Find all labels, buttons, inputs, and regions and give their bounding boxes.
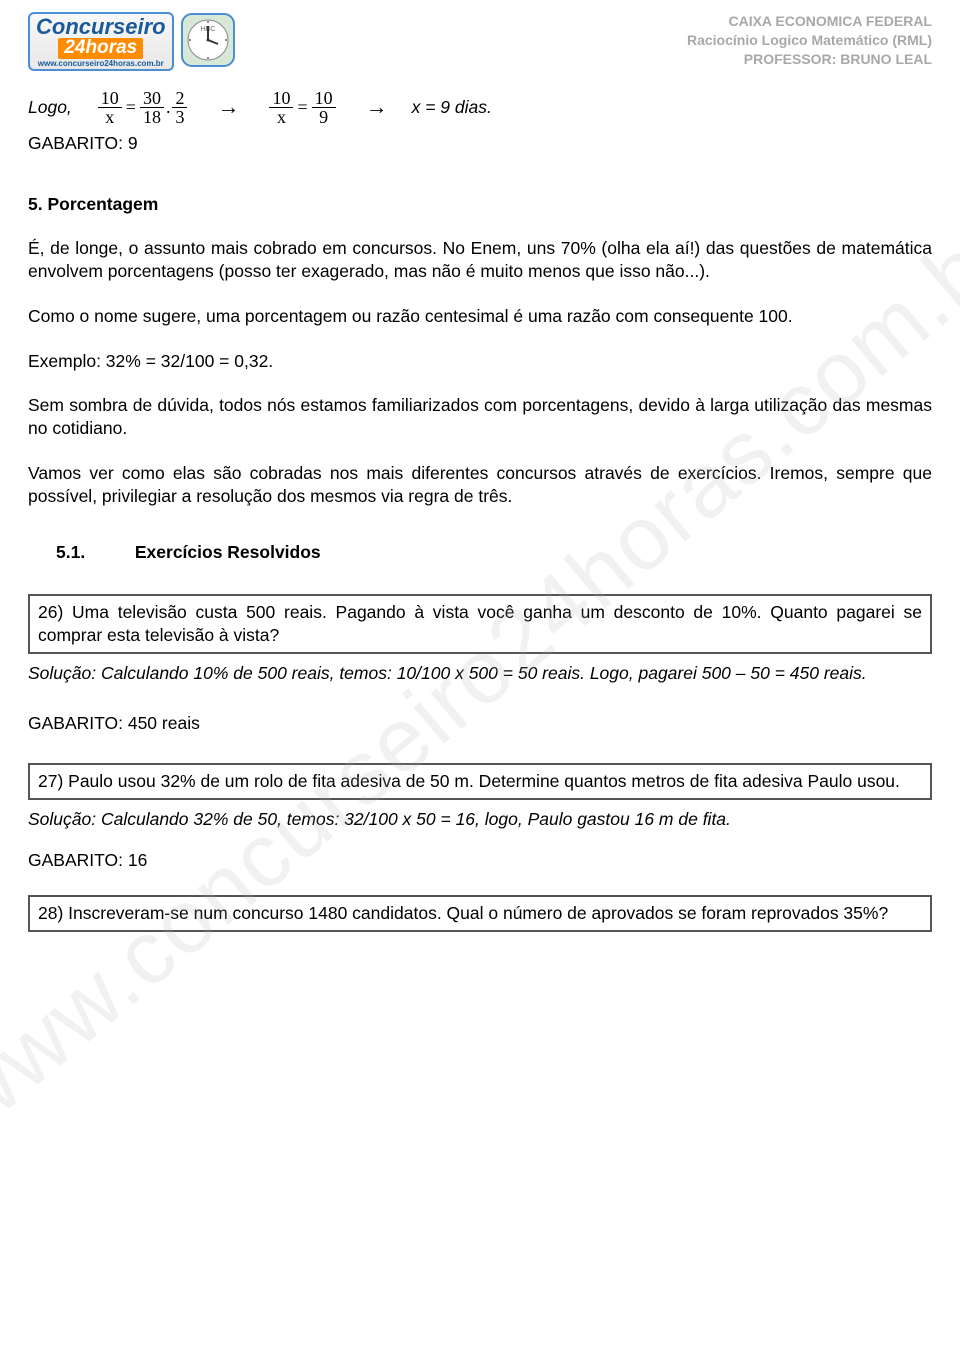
arrow-2: → (366, 93, 388, 122)
exercise-28-box: 28) Inscreveram-se num concurso 1480 can… (28, 895, 932, 932)
paragraph-3: Exemplo: 32% = 32/100 = 0,32. (28, 350, 932, 373)
exercise-26-box: 26) Uma televisão custa 500 reais. Pagan… (28, 594, 932, 654)
logo-box: Concurseiro 24horas www.concurseiro24hor… (28, 12, 174, 71)
equals-1: = (126, 96, 136, 119)
fraction-3: 2 3 (172, 89, 187, 126)
exercise-27-solution: Solução: Calculando 32% de 50, temos: 32… (28, 808, 932, 831)
dot: . (166, 96, 171, 119)
header-text: CAIXA ECONOMICA FEDERAL Raciocínio Logic… (687, 12, 932, 69)
subsection-label: Exercícios Resolvidos (135, 542, 321, 562)
fraction-4: 10 x (269, 89, 293, 126)
section-title: 5. Porcentagem (28, 193, 932, 216)
math-result: x = 9 dias. (412, 96, 492, 119)
equals-2: = (297, 96, 307, 119)
subsection-title: 5.1. Exercícios Resolvidos (56, 541, 932, 564)
page-header: Concurseiro 24horas www.concurseiro24hor… (28, 12, 932, 71)
logo-url: www.concurseiro24horas.com.br (38, 59, 164, 68)
header-line1: CAIXA ECONOMICA FEDERAL (687, 12, 932, 31)
page-content: Logo, 10 x = 30 18 . 2 3 → 10 x = 10 9 → (28, 89, 932, 932)
paragraph-2: Como o nome sugere, uma porcentagem ou r… (28, 305, 932, 328)
paragraph-1: É, de longe, o assunto mais cobrado em c… (28, 237, 932, 283)
arrow-1: → (217, 93, 239, 122)
exercise-26-solution: Solução: Calculando 10% de 500 reais, te… (28, 662, 932, 685)
logo: Concurseiro 24horas www.concurseiro24hor… (28, 12, 238, 71)
exercise-27-box: 27) Paulo usou 32% de um rolo de fita ad… (28, 763, 932, 800)
exercise-28-question: 28) Inscreveram-se num concurso 1480 can… (38, 903, 888, 923)
header-line3: PROFESSOR: BRUNO LEAL (687, 50, 932, 69)
fraction-1: 10 x (98, 89, 122, 126)
logo-line2: 24horas (58, 38, 143, 59)
fraction-2: 30 18 (140, 89, 164, 126)
math-expression: Logo, 10 x = 30 18 . 2 3 → 10 x = 10 9 → (28, 89, 932, 126)
gabarito-top: GABARITO: 9 (28, 132, 932, 155)
clock-icon: HBC (178, 10, 238, 70)
exercise-27-question: 27) Paulo usou 32% de um rolo de fita ad… (38, 771, 900, 791)
exercise-26-gabarito: GABARITO: 450 reais (28, 712, 932, 735)
subsection-num: 5.1. (56, 541, 130, 564)
header-line2: Raciocínio Logico Matemático (RML) (687, 31, 932, 50)
exercise-26-question: 26) Uma televisão custa 500 reais. Pagan… (38, 602, 922, 645)
fraction-5: 10 9 (312, 89, 336, 126)
math-logo-label: Logo, (28, 96, 72, 119)
exercise-27-gabarito: GABARITO: 16 (28, 849, 932, 872)
paragraph-4: Sem sombra de dúvida, todos nós estamos … (28, 394, 932, 440)
logo-line1: Concurseiro (36, 16, 166, 38)
paragraph-5: Vamos ver como elas são cobradas nos mai… (28, 462, 932, 508)
